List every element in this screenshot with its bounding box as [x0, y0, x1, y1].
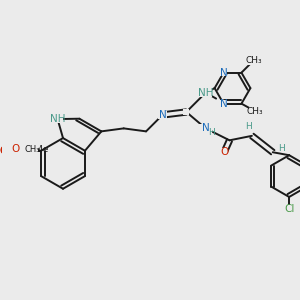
Text: O: O: [0, 146, 8, 156]
FancyBboxPatch shape: [183, 109, 189, 115]
FancyBboxPatch shape: [52, 115, 63, 123]
FancyBboxPatch shape: [0, 146, 22, 155]
Text: O: O: [15, 144, 23, 154]
Text: CH₃: CH₃: [247, 106, 263, 116]
FancyBboxPatch shape: [220, 100, 227, 107]
FancyBboxPatch shape: [158, 111, 167, 119]
Text: N: N: [159, 110, 166, 120]
FancyBboxPatch shape: [0, 143, 38, 156]
FancyBboxPatch shape: [249, 107, 261, 115]
Text: H: H: [208, 128, 214, 137]
Text: O: O: [12, 144, 20, 154]
Text: CH₃: CH₃: [245, 56, 262, 65]
FancyBboxPatch shape: [220, 69, 227, 76]
FancyBboxPatch shape: [220, 148, 228, 156]
Text: O: O: [220, 147, 228, 157]
Text: NH: NH: [198, 88, 213, 98]
FancyBboxPatch shape: [199, 88, 212, 97]
Text: N: N: [220, 68, 227, 78]
Text: H: H: [278, 144, 284, 153]
Text: Cl: Cl: [284, 205, 294, 214]
FancyBboxPatch shape: [284, 205, 294, 214]
Text: CH₃: CH₃: [25, 145, 40, 154]
Text: NH: NH: [50, 114, 65, 124]
FancyBboxPatch shape: [5, 144, 32, 154]
Text: O: O: [6, 146, 14, 156]
FancyBboxPatch shape: [199, 124, 212, 133]
FancyBboxPatch shape: [3, 146, 22, 155]
Text: OMe: OMe: [28, 145, 49, 154]
FancyBboxPatch shape: [248, 57, 259, 65]
Text: H: H: [245, 122, 252, 131]
Text: N: N: [202, 123, 210, 134]
Text: N: N: [220, 99, 227, 109]
Text: O: O: [6, 146, 14, 156]
Text: O: O: [0, 146, 8, 156]
